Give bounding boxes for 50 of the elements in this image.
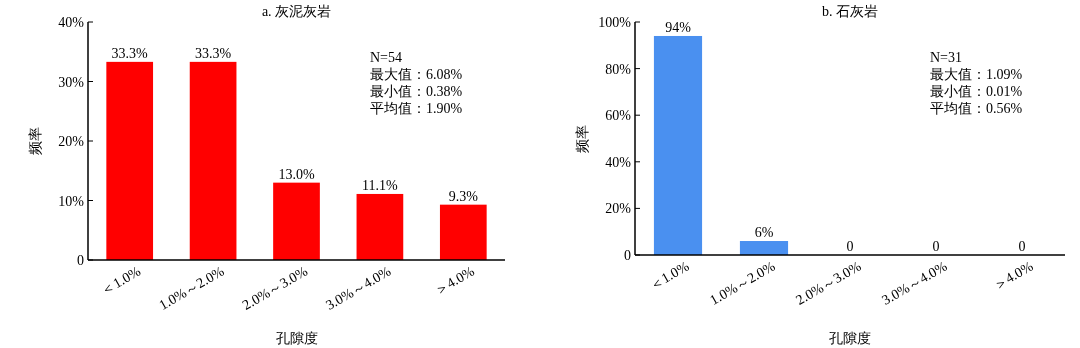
annotation: 平均值：0.56% xyxy=(930,101,1023,116)
x-axis-title: 孔隙度 xyxy=(275,331,318,346)
bar xyxy=(439,204,487,260)
y-tick-label: 0 xyxy=(77,253,84,268)
y-tick-label: 40% xyxy=(605,154,632,170)
annotation: N=31 xyxy=(930,50,963,65)
x-tick-label: ＞4.0% xyxy=(990,258,1036,294)
annotation: 最小值：0.01% xyxy=(930,84,1023,99)
annotation: 最小值：0.38% xyxy=(370,84,463,99)
bar xyxy=(356,193,404,260)
data-label: 9.3% xyxy=(448,188,479,204)
y-tick-label: 30% xyxy=(58,74,85,90)
x-tick-label: 2.0%～3.0% xyxy=(793,258,864,308)
annotation: 最大值：6.08% xyxy=(370,67,463,82)
y-tick-label: 10% xyxy=(58,193,85,209)
x-tick-label: ＞4.0% xyxy=(431,263,478,299)
data-label: 11.1% xyxy=(362,177,399,193)
x-tick-label: ＜1.0% xyxy=(98,263,144,299)
x-tick-label: ＜1.0% xyxy=(646,258,692,294)
bar xyxy=(273,182,320,260)
data-label: 0 xyxy=(846,239,854,254)
data-label: 0 xyxy=(1018,239,1026,254)
x-tick-label: 3.0%～4.0% xyxy=(879,258,950,308)
y-axis-title: 频率 xyxy=(28,127,43,155)
annotation: 最大值：1.09% xyxy=(930,67,1023,82)
y-tick-label: 0 xyxy=(624,248,631,263)
x-axis-title: 孔隙度 xyxy=(829,331,871,346)
y-tick-label: 40% xyxy=(58,15,85,30)
data-label: 33.3% xyxy=(111,45,149,61)
y-tick-label: 100% xyxy=(598,15,632,30)
data-label: 0 xyxy=(932,239,940,254)
chart-title: b. 石灰岩 xyxy=(822,4,878,19)
x-tick-label: 1.0%～2.0% xyxy=(156,263,227,313)
data-label: 13.0% xyxy=(278,166,315,182)
bar xyxy=(189,61,237,260)
annotation: N=54 xyxy=(370,50,403,65)
y-tick-label: 20% xyxy=(605,201,632,217)
data-label: 33.3% xyxy=(195,45,232,61)
annotation: 平均值：1.90% xyxy=(370,101,463,116)
x-tick-label: 3.0%～4.0% xyxy=(323,263,394,313)
y-axis-title: 频率 xyxy=(575,124,590,153)
data-label: 94% xyxy=(665,19,692,35)
x-tick-label: 2.0%～3.0% xyxy=(239,263,311,313)
data-label: 6% xyxy=(754,225,774,241)
y-tick-label: 20% xyxy=(58,134,85,149)
x-tick-label: 1.0%～2.0% xyxy=(707,258,778,308)
bar xyxy=(106,61,154,260)
chart-title: a. 灰泥灰岩 xyxy=(261,4,332,19)
y-tick-label: 80% xyxy=(605,61,632,77)
y-tick-label: 60% xyxy=(605,108,632,124)
